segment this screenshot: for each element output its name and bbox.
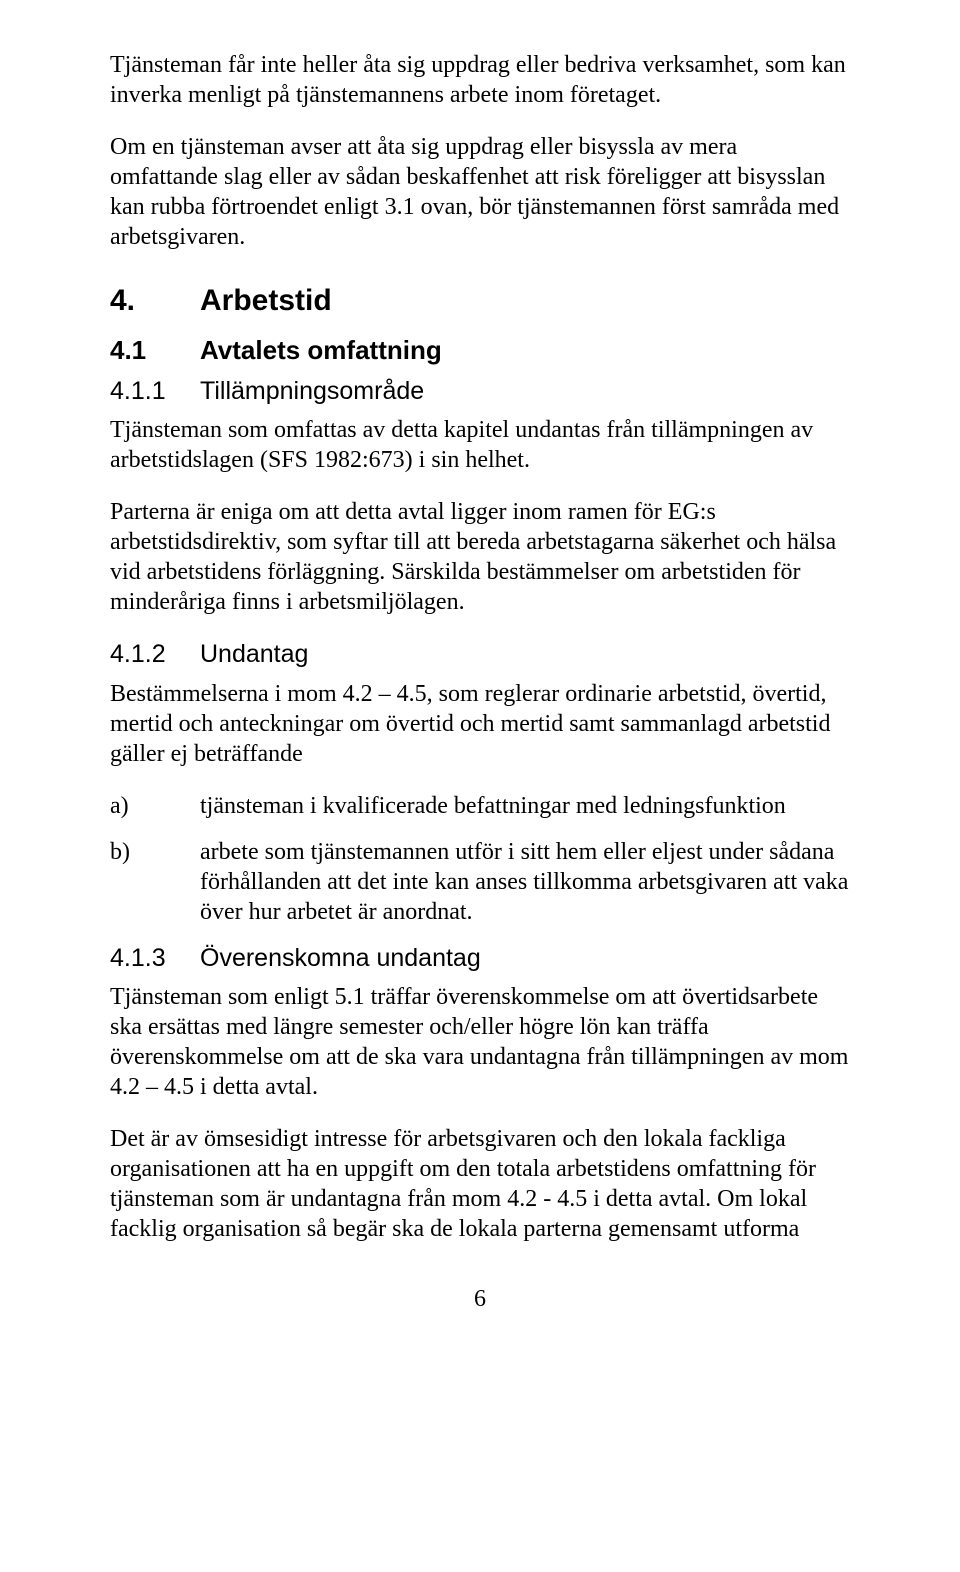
section-4-1-3-p1: Tjänsteman som enligt 5.1 träffar överen… [110, 982, 850, 1102]
section-4-1-1-number: 4.1.1 [110, 376, 200, 407]
section-4-number: 4. [110, 282, 200, 320]
list-item-b-text: arbete som tjänstemannen utför i sitt he… [200, 837, 850, 927]
document-page: Tjänsteman får inte heller åta sig uppdr… [0, 0, 960, 1572]
section-4-1-2-p1: Bestämmelserna i mom 4.2 – 4.5, som regl… [110, 679, 850, 769]
section-4-1-3-number: 4.1.3 [110, 943, 200, 974]
section-4-heading: 4.Arbetstid [110, 282, 850, 320]
section-4-1-3-p2: Det är av ömsesidigt intresse för arbets… [110, 1124, 850, 1244]
section-4-1-1-heading: 4.1.1Tillämpningsområde [110, 376, 850, 407]
section-4-1-3-heading: 4.1.3Överenskomna undantag [110, 943, 850, 974]
section-4-1-2-heading: 4.1.2Undantag [110, 639, 850, 670]
section-4-1-1-title: Tillämpningsområde [200, 377, 424, 405]
section-4-1-heading: 4.1Avtalets omfattning [110, 334, 850, 367]
intro-paragraph-2: Om en tjänsteman avser att åta sig uppdr… [110, 132, 850, 252]
list-item-a-label: a) [110, 791, 200, 821]
section-4-1-2-number: 4.1.2 [110, 639, 200, 670]
list-item-a: a) tjänsteman i kvalificerade befattning… [110, 791, 850, 821]
section-4-1-1-p2: Parterna är eniga om att detta avtal lig… [110, 497, 850, 617]
section-4-1-title: Avtalets omfattning [200, 335, 442, 365]
section-4-1-1-p1: Tjänsteman som omfattas av detta kapitel… [110, 415, 850, 475]
list-item-b: b) arbete som tjänstemannen utför i sitt… [110, 837, 850, 927]
page-number: 6 [110, 1284, 850, 1314]
section-4-1-2-title: Undantag [200, 640, 308, 668]
list-item-a-text: tjänsteman i kvalificerade befattningar … [200, 791, 850, 821]
intro-paragraph-1: Tjänsteman får inte heller åta sig uppdr… [110, 50, 850, 110]
list-item-b-label: b) [110, 837, 200, 927]
section-4-1-3-title: Överenskomna undantag [200, 944, 481, 972]
section-4-1-number: 4.1 [110, 334, 200, 367]
section-4-title: Arbetstid [200, 284, 332, 317]
